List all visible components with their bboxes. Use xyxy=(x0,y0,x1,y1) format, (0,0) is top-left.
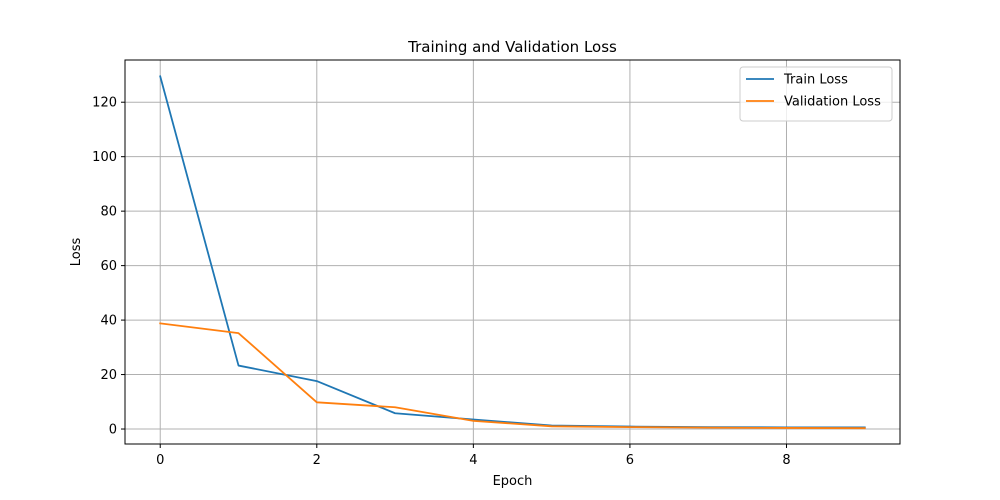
legend-label-validation-loss: Validation Loss xyxy=(784,95,881,110)
x-tick-label: 8 xyxy=(782,453,790,468)
x-tick-label: 0 xyxy=(156,453,164,468)
y-tick-label: 60 xyxy=(100,259,117,274)
legend-box xyxy=(739,66,893,122)
grid xyxy=(125,60,900,444)
y-tick-label: 100 xyxy=(92,150,117,165)
x-axis-title: Epoch xyxy=(493,474,533,489)
y-tick-label: 80 xyxy=(100,205,117,220)
legend: Train Loss Validation Loss xyxy=(739,66,893,122)
y-tick-label: 0 xyxy=(109,423,117,438)
legend-label-train-loss: Train Loss xyxy=(783,73,848,88)
x-tick-label: 4 xyxy=(469,453,477,468)
y-axis-title: Loss xyxy=(69,238,84,267)
chart-title: Training and Validation Loss xyxy=(407,38,617,56)
y-tick-label: 20 xyxy=(100,368,117,383)
y-tick-label: 120 xyxy=(92,96,117,111)
plot-frame xyxy=(124,59,901,445)
y-tick-label: 40 xyxy=(100,314,117,329)
series-group xyxy=(159,75,866,430)
series-line-validation-loss xyxy=(159,322,866,430)
x-tick-label: 2 xyxy=(313,453,321,468)
x-tick-label: 6 xyxy=(626,453,634,468)
